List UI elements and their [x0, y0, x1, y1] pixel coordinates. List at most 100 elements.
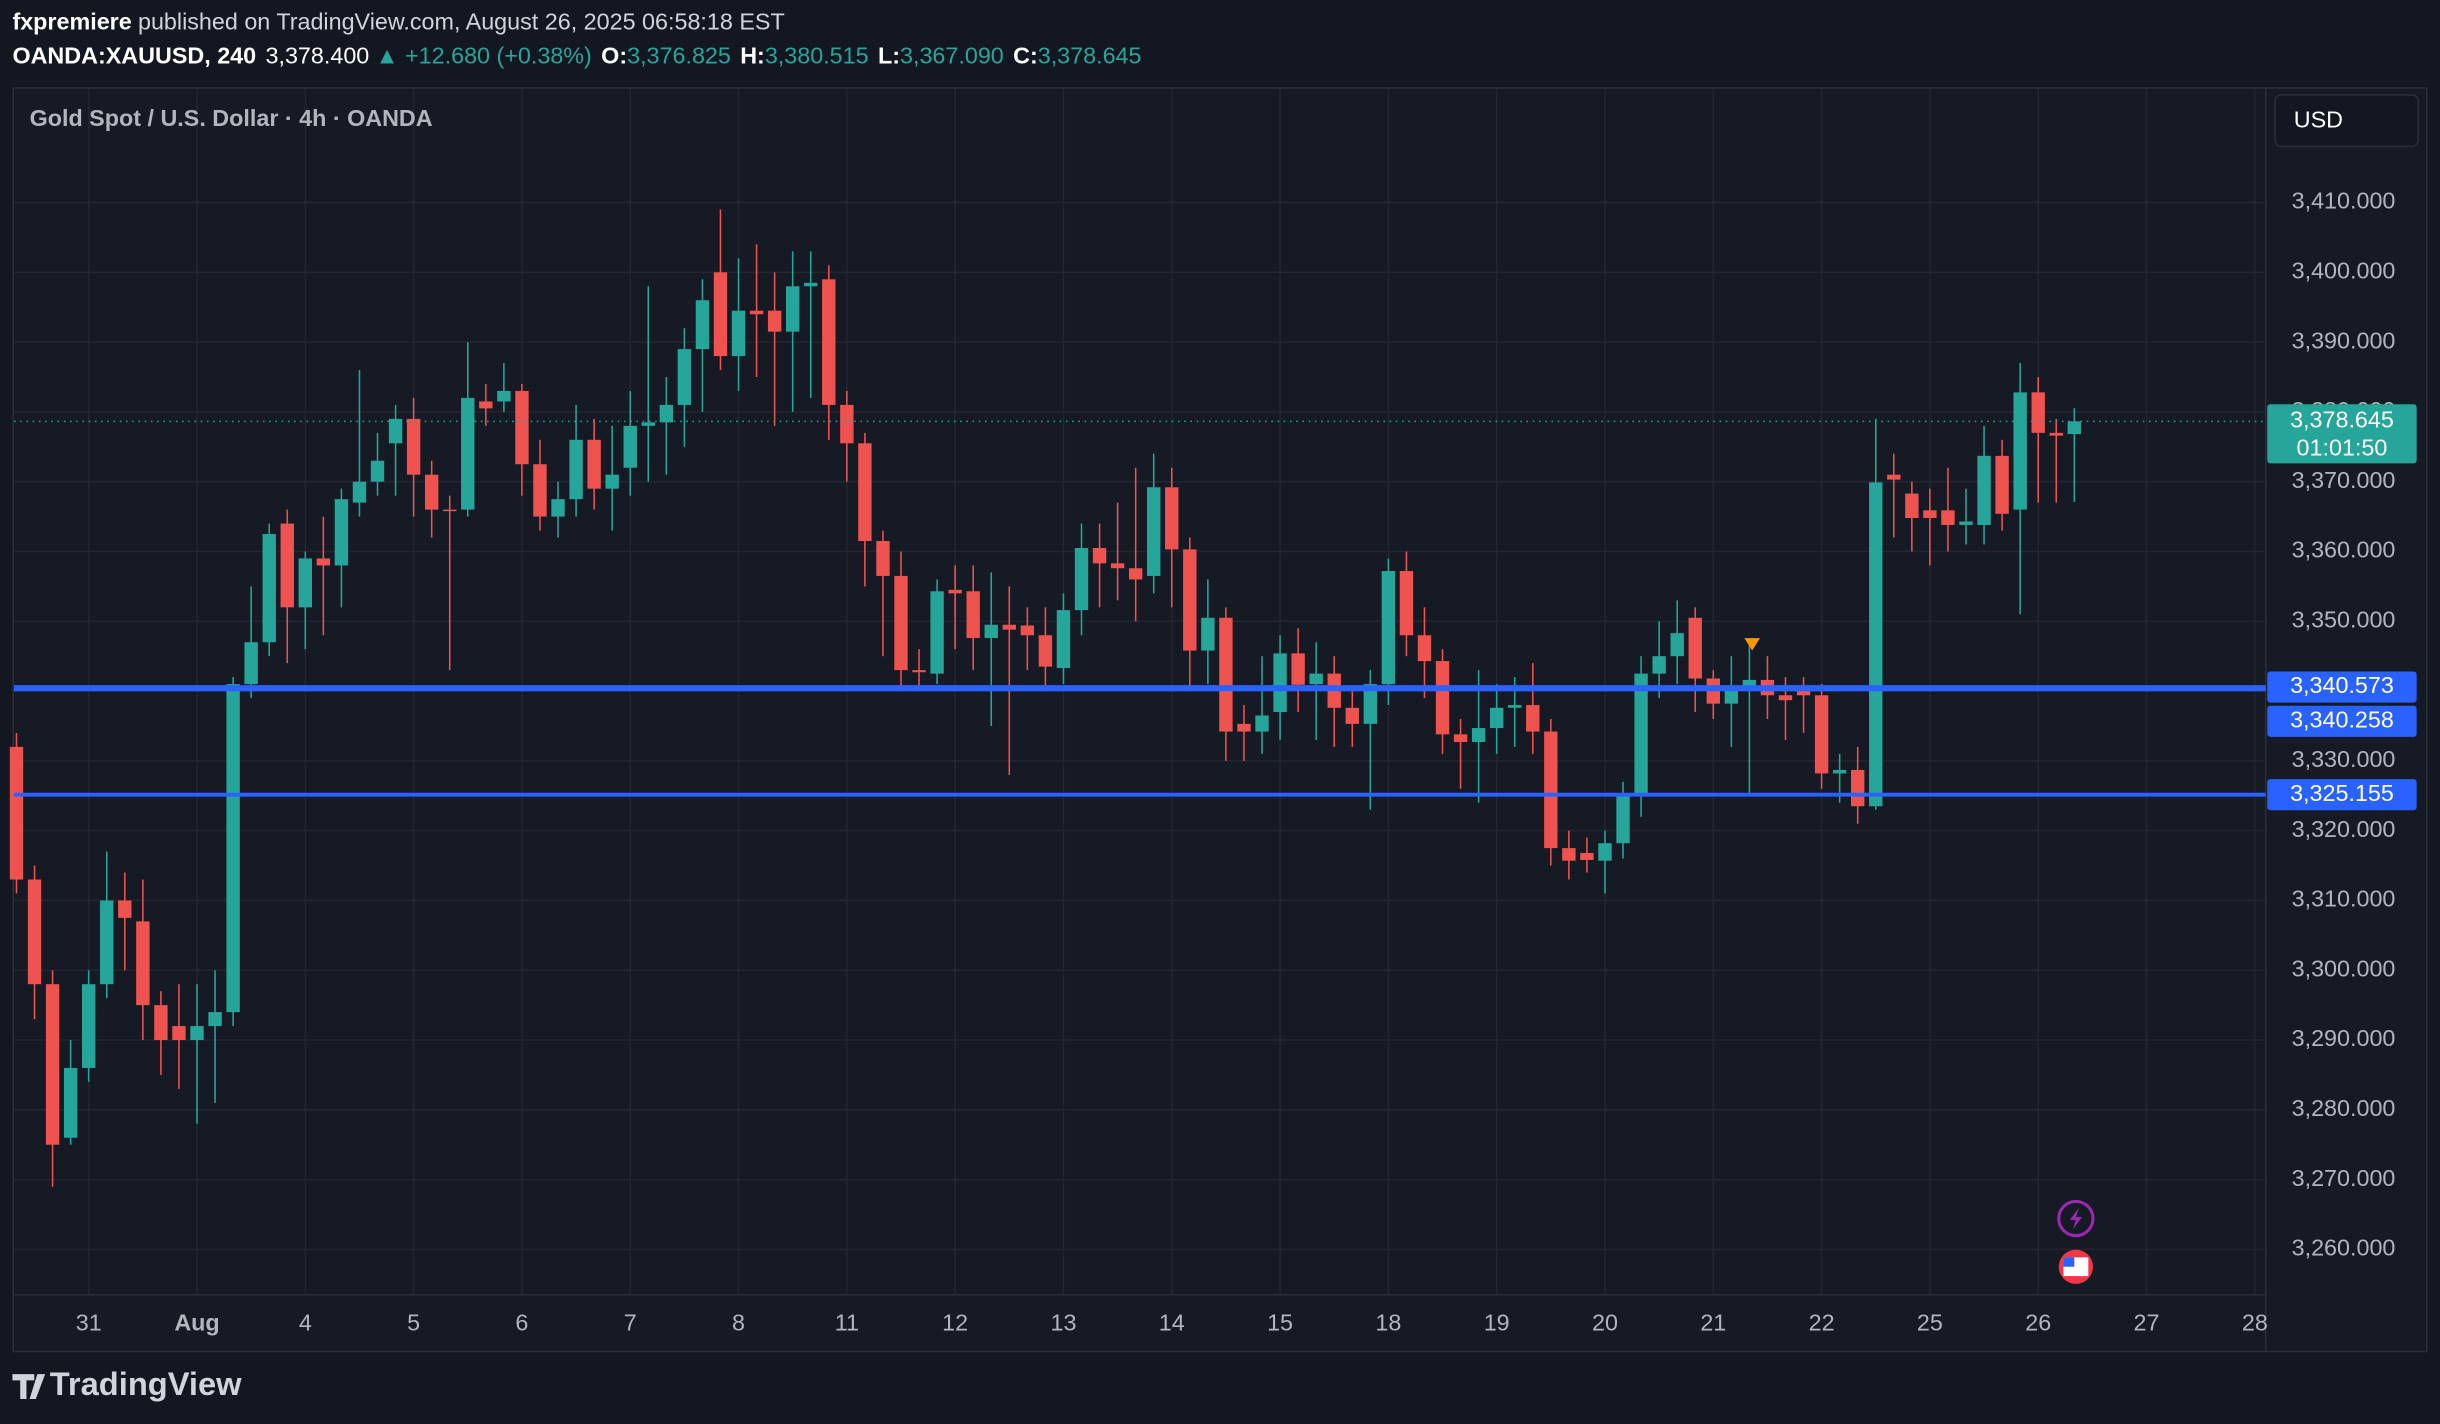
candle-body	[45, 984, 60, 1145]
candle-body	[1995, 455, 2009, 514]
candle-body	[1832, 769, 1847, 774]
candle-body	[1923, 510, 1937, 518]
candle-body	[1941, 510, 1955, 525]
x-tick-label: 15	[1267, 1310, 1293, 1336]
candle-body	[605, 474, 619, 489]
candle-body	[280, 523, 294, 608]
candle-body	[262, 534, 276, 643]
candle-body	[1851, 769, 1865, 807]
candle-body	[695, 300, 710, 350]
event-icon[interactable]	[2057, 1199, 2095, 1238]
y-tick-label: 3,260.000	[2292, 1235, 2396, 1261]
candle-body	[1688, 617, 1702, 679]
flag-canton	[2063, 1257, 2075, 1267]
x-tick-label: 13	[1050, 1310, 1076, 1336]
ohlc-value: 3,380.515	[765, 43, 869, 69]
y-tick-label: 3,390.000	[2292, 327, 2396, 353]
published: published on TradingView.com, August 26,…	[138, 9, 785, 35]
ohlc-value: 3,378.645	[1038, 43, 1142, 69]
level-label-box	[2267, 671, 2417, 703]
ohlc-value: 3,367.090	[900, 43, 1004, 69]
candle-body	[497, 390, 511, 402]
brand-logo	[12, 1374, 46, 1400]
candle-body	[1056, 610, 1071, 669]
candle-body	[1544, 731, 1558, 849]
candle-body	[1147, 487, 1161, 576]
candle-body	[984, 624, 998, 639]
x-tick-label: 21	[1700, 1310, 1726, 1336]
x-tick-label: 19	[1484, 1310, 1510, 1336]
level-label: 3,340.573	[2290, 672, 2394, 698]
candle-body	[424, 474, 439, 510]
candle-body	[1508, 705, 1522, 708]
symbol: OANDA:XAUUSD, 240	[12, 43, 256, 69]
x-tick-label: 6	[515, 1310, 528, 1336]
candle-body	[190, 1026, 204, 1041]
candle-body	[1291, 653, 1305, 685]
candle-body	[2067, 421, 2082, 435]
candle-body	[1435, 661, 1450, 735]
candle-body	[713, 272, 728, 357]
candle-body	[1453, 734, 1468, 743]
candle-body	[1580, 852, 1594, 860]
signal-marker	[1744, 638, 1760, 651]
candle-body	[1345, 707, 1359, 724]
candle-body	[749, 310, 764, 315]
x-tick-label: 27	[2134, 1310, 2160, 1336]
candle-body	[461, 397, 475, 510]
candle-body	[2013, 392, 2027, 510]
y-tick-label: 3,330.000	[2292, 746, 2396, 772]
candle-body	[1905, 493, 1919, 518]
candle-body	[118, 900, 132, 918]
candle-body	[1092, 548, 1107, 564]
candle-body	[1363, 684, 1378, 724]
candle-body	[569, 439, 583, 500]
ohlc-label: L:	[878, 43, 900, 69]
level-label-box	[2267, 705, 2417, 737]
candle-body	[1814, 695, 1829, 774]
last-price-box	[2267, 404, 2417, 464]
ohlc-label: C:	[1013, 43, 1038, 69]
candle-body	[876, 541, 890, 576]
candle-body	[804, 282, 818, 287]
candle-body	[208, 1012, 222, 1027]
candle-body	[966, 591, 980, 639]
publish-line: fxpremiere published on TradingView.com, …	[12, 9, 784, 35]
candle-body	[894, 575, 908, 671]
y-tick-label: 3,270.000	[2292, 1165, 2396, 1191]
candle-body	[352, 481, 367, 503]
candle-body	[840, 404, 854, 444]
x-tick-label: 28	[2242, 1310, 2268, 1336]
candle-body	[912, 670, 926, 673]
ohlc-label: H:	[740, 43, 765, 69]
candle-body	[154, 1005, 168, 1041]
candle-body	[659, 404, 674, 423]
candle-body	[587, 439, 601, 489]
author: fxpremiere	[12, 9, 131, 35]
candle-body	[1670, 633, 1684, 657]
ohlc-value: 3,376.825	[627, 43, 731, 69]
candle-body	[1110, 563, 1125, 569]
level-label-box	[2267, 779, 2417, 811]
plot	[9, 209, 2266, 1187]
x-tick-label: 20	[1592, 1310, 1618, 1336]
y-tick-label: 3,320.000	[2292, 816, 2396, 842]
x-tick-label: Aug	[174, 1310, 219, 1336]
candle-body	[858, 443, 872, 542]
level-label: 3,325.155	[2290, 780, 2394, 806]
y-tick-label: 3,310.000	[2292, 886, 2396, 912]
x-tick-label: 7	[624, 1310, 637, 1336]
candle-body	[226, 684, 240, 1013]
candle-body	[1598, 843, 1612, 861]
candle-body	[1526, 705, 1540, 732]
currency-button[interactable]	[2274, 94, 2419, 148]
candle-body	[1724, 689, 1739, 704]
y-tick-label: 3,410.000	[2292, 188, 2396, 214]
candle-body	[948, 589, 962, 594]
y-tick-label: 3,290.000	[2292, 1025, 2396, 1051]
currency[interactable]: USD	[2294, 107, 2343, 133]
candle-body	[1038, 635, 1053, 667]
change: ▲ +12.680 (+0.38%)	[375, 43, 591, 69]
